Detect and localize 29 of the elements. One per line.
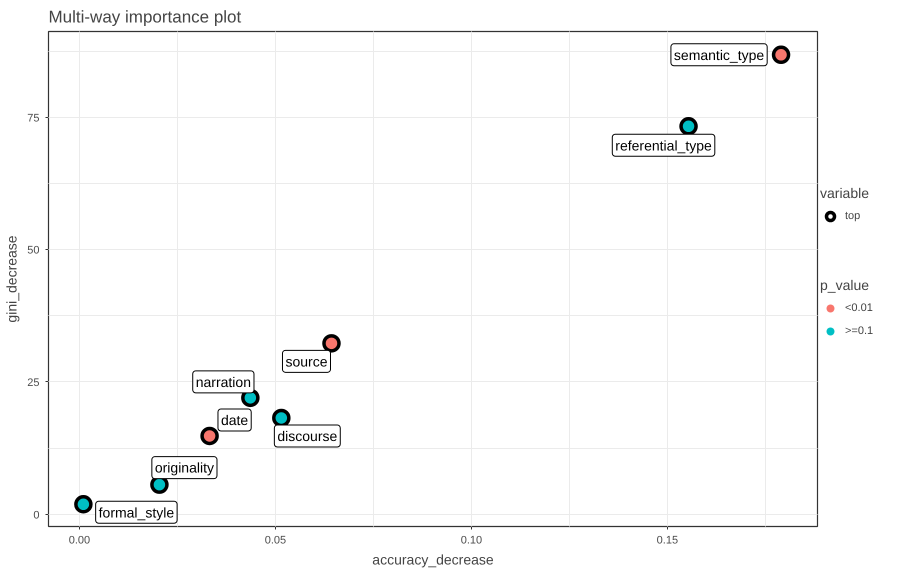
point [200,426,219,446]
legend-label: >=0.1 [845,325,874,337]
point [74,495,93,514]
text: variable [820,185,870,201]
x-tick-label: 0.15 [656,534,678,546]
annotation: semantic_type [674,46,764,63]
y-tick-label: 50 [27,244,40,257]
annotation: source [285,353,328,370]
x-tick-label: 0.10 [460,534,482,546]
annotation: date [220,412,248,428]
annotation: formal_style [98,504,174,520]
x-axis-title: accuracy_decrease [372,552,494,568]
legend-title: p_value [820,277,870,293]
legend-label: <0.01 [845,302,873,314]
x-tick-label: 0.05 [264,534,286,546]
y-tick-label: 25 [27,376,40,389]
y-tick-label: 0 [33,509,40,522]
annotation: discourse [277,428,338,444]
annotation: originality [154,460,214,476]
y-tick-label: 75 [27,112,40,124]
chart-title: Multi-way importance plot [48,8,242,26]
annotation: referential_type [615,137,712,154]
point [679,117,698,136]
y-axis-title: gini_decrease [3,235,20,323]
annotation: narration [196,374,251,390]
point [772,46,790,64]
point [322,334,341,353]
x-tick-label: 0.00 [68,534,90,546]
text: top [845,210,862,222]
